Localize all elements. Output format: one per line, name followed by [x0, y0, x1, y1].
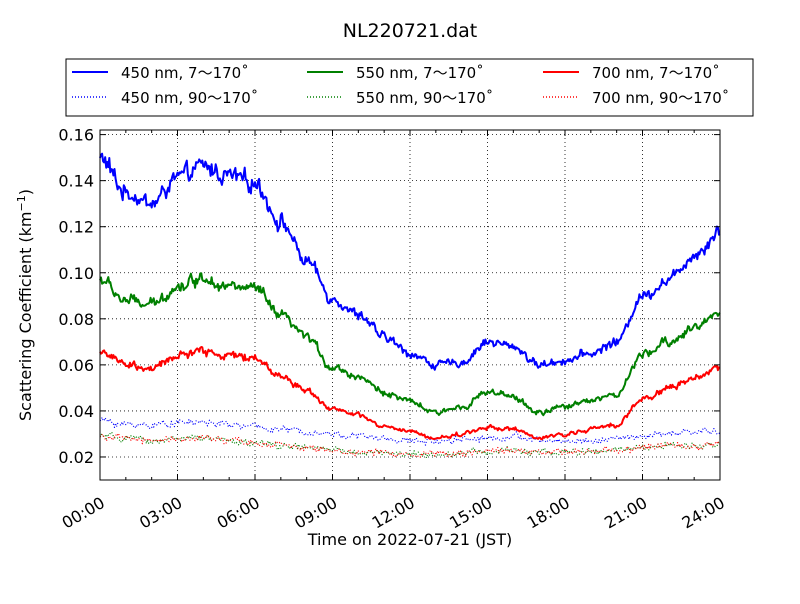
- grid-lines: [99, 130, 721, 480]
- y-tick-label: 0.14: [58, 172, 94, 191]
- y-tick-label: 0.08: [58, 310, 94, 329]
- plot-area: [99, 129, 721, 481]
- series-layer: [99, 152, 721, 459]
- x-axis-label: Time on 2022-07-21 (JST): [307, 530, 512, 549]
- y-axis-label-close: ): [16, 189, 35, 195]
- chart-title: NL220721.dat: [343, 20, 478, 42]
- legend-label: 550 nm, 7～170˚: [356, 64, 484, 82]
- axis-ticks: [99, 130, 721, 480]
- y-axis-label-superscript: −1: [15, 195, 28, 211]
- y-axis-tick-labels: 0.02 0.04 0.06 0.08 0.10 0.12 0.14 0.16: [58, 126, 94, 467]
- y-tick-label: 0.10: [58, 264, 94, 283]
- y-tick-label: 0.04: [58, 402, 94, 421]
- legend-label: 700 nm, 7～170˚: [592, 64, 720, 82]
- y-axis-label-text: Scattering Coefficient (km: [16, 211, 35, 421]
- y-axis-label: Scattering Coefficient (km−1): [15, 189, 35, 421]
- series-line-6: [99, 432, 721, 458]
- series-line-1: [99, 152, 721, 371]
- legend-label: 450 nm, 7～170˚: [121, 64, 249, 82]
- y-tick-label: 0.02: [58, 448, 94, 467]
- legend: 450 nm, 7～170˚ 450 nm, 90～170˚ 550 nm, 7～1…: [65, 58, 754, 117]
- legend-label: 550 nm, 90～170˚: [356, 89, 493, 107]
- y-tick-label: 0.12: [58, 218, 94, 237]
- series-line-5: [99, 346, 721, 441]
- y-tick-label: 0.06: [58, 356, 94, 375]
- series-line-2: [99, 416, 721, 446]
- legend-label: 700 nm, 90～170˚: [592, 89, 729, 107]
- legend-label: 450 nm, 90～170˚: [121, 89, 258, 107]
- series-line-3: [99, 272, 721, 417]
- y-tick-label: 0.16: [58, 126, 94, 145]
- legend-frame: [65, 58, 754, 117]
- plot-background: [100, 130, 720, 480]
